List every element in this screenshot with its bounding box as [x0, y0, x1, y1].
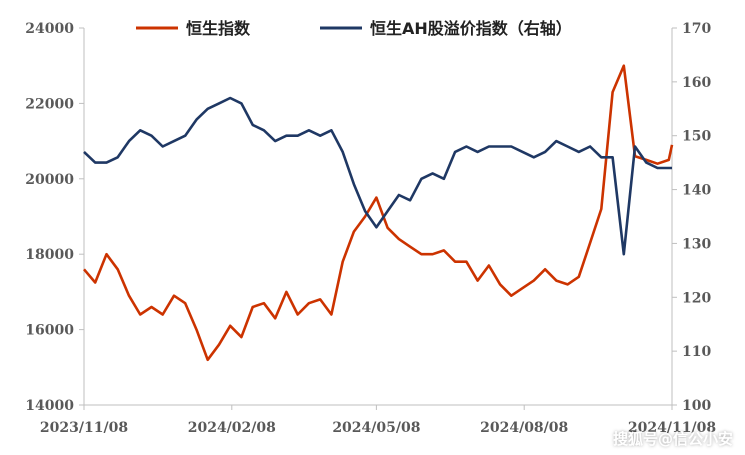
legend-label-1: 恒生AH股溢价指数（右轴）	[370, 19, 572, 38]
right-tick-label: 130	[682, 236, 711, 252]
right-tick-label: 100	[682, 398, 711, 414]
left-tick-label: 16000	[25, 323, 74, 339]
x-tick-label: 2024/02/08	[188, 420, 276, 436]
left-tick-label: 14000	[25, 398, 74, 414]
watermark-text: 搜狐号@信公小安	[612, 430, 733, 448]
x-tick-label: 2024/11/08	[628, 420, 716, 436]
series-line-0	[83, 64, 674, 362]
x-tick-label: 2024/05/08	[332, 420, 420, 436]
right-tick-label: 140	[682, 183, 711, 199]
right-tick-label: 150	[682, 129, 711, 145]
legend: 恒生指数 恒生AH股溢价指数（右轴）	[136, 19, 572, 38]
left-tick-label: 18000	[25, 247, 74, 263]
left-tick-label: 20000	[25, 172, 74, 188]
legend-label-0: 恒生指数	[186, 19, 251, 38]
left-tick-label: 24000	[25, 21, 74, 37]
right-tick-label: 160	[682, 75, 711, 91]
left-tick-label: 22000	[25, 96, 74, 112]
x-tick-label: 2024/08/08	[480, 420, 568, 436]
series-line-1	[83, 96, 672, 256]
axes: 14000 16000 18000 20000 22000 24000 100 110 120 1…	[25, 21, 716, 436]
x-tick-label: 2023/11/08	[40, 420, 128, 436]
right-tick-label: 170	[682, 21, 711, 37]
series-layer	[83, 64, 674, 362]
right-tick-label: 110	[682, 344, 711, 360]
right-tick-label: 120	[682, 290, 711, 306]
